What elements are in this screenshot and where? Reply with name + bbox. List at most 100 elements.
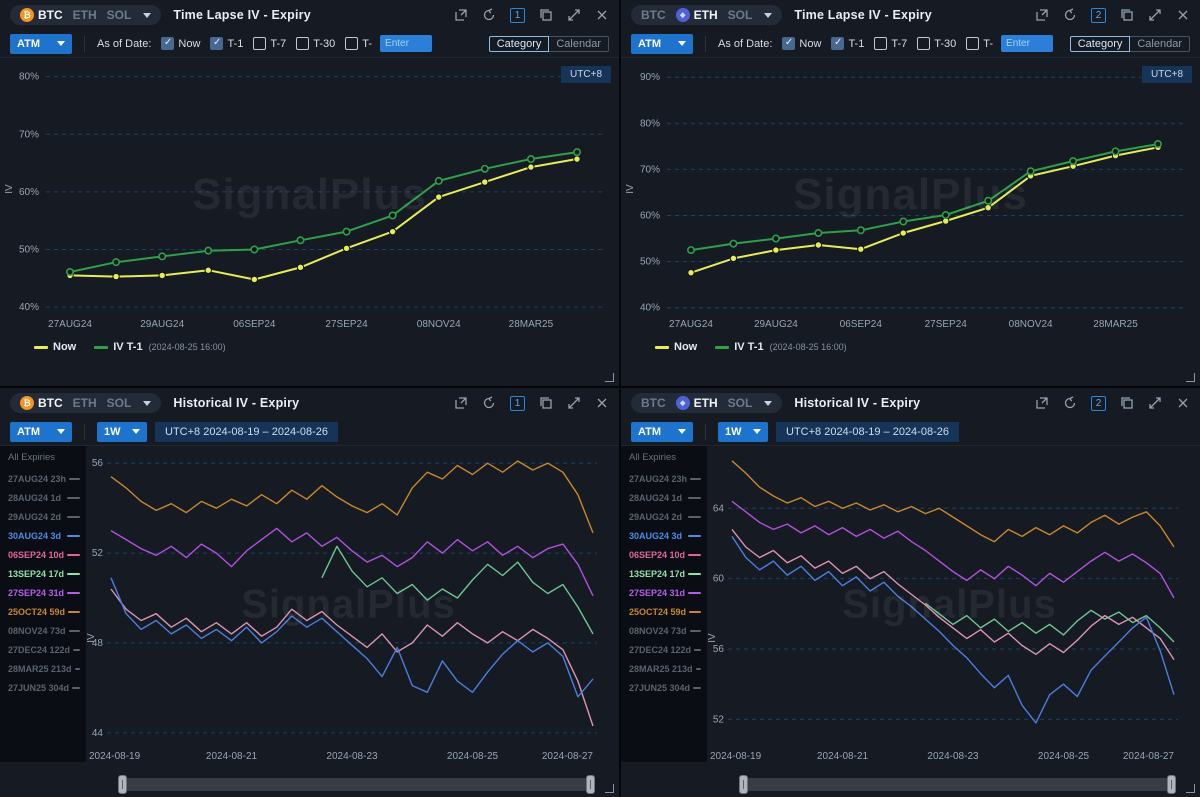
expiry-item[interactable]: 27SEP24 31d — [629, 583, 701, 602]
close-icon[interactable] — [1176, 396, 1190, 410]
expiry-item[interactable]: 13SEP24 17d — [629, 564, 701, 583]
checkbox-icon[interactable] — [253, 37, 267, 50]
tab-eth[interactable]: ◆ ETH — [675, 8, 718, 22]
checkbox-t1[interactable]: T-1 — [210, 37, 243, 50]
expiry-item[interactable]: 27AUG24 23h — [629, 469, 701, 488]
expiry-item[interactable]: 06SEP24 10d — [8, 545, 80, 564]
expiry-item[interactable]: 29AUG24 2d — [629, 507, 701, 526]
checkbox-icon[interactable] — [210, 37, 224, 50]
close-icon[interactable] — [1176, 8, 1190, 22]
refresh-icon[interactable] — [1063, 8, 1077, 22]
expiry-item[interactable]: 27AUG24 23h — [8, 469, 80, 488]
checkbox-t30[interactable]: T-30 — [296, 37, 335, 50]
expiry-item[interactable]: 06SEP24 10d — [629, 545, 701, 564]
strike-select[interactable]: ATM — [10, 421, 72, 442]
chevron-down-icon[interactable] — [143, 12, 152, 18]
resize-handle-icon[interactable] — [605, 784, 614, 793]
chevron-down-icon[interactable] — [764, 400, 773, 406]
resize-handle-icon[interactable] — [1186, 784, 1195, 793]
historical-chart-eth[interactable]: 52 56 60 64 IV 2024-08-19 2024-08-21 2024-08-23… — [707, 446, 1192, 762]
category-toggle[interactable]: Category — [1069, 35, 1131, 52]
range-select[interactable]: 1W — [97, 421, 147, 442]
expiry-item[interactable]: 27DEC24 122d — [8, 640, 80, 659]
calendar-toggle[interactable]: Calendar — [549, 35, 609, 52]
refresh-icon[interactable] — [482, 396, 496, 410]
checkbox-icon[interactable] — [296, 37, 310, 50]
coin-selector[interactable]: ₿ BTC ETH SOL — [10, 5, 162, 25]
tab-eth[interactable]: ETH — [72, 8, 97, 22]
expiry-item[interactable]: 27DEC24 122d — [629, 640, 701, 659]
tab-btc[interactable]: ₿ BTC — [20, 396, 63, 410]
timelapse-chart-btc[interactable]: 40% 50% 60% 70% 80% IV 27AUG24 29AUG24 06SEP24 27… — [0, 58, 619, 330]
strike-select[interactable]: ATM — [631, 421, 693, 442]
expiry-item[interactable]: 25OCT24 59d — [629, 602, 701, 621]
custom-date-input[interactable] — [1001, 35, 1054, 52]
checkbox-icon[interactable] — [345, 37, 359, 50]
tab-sol[interactable]: SOL — [727, 8, 753, 22]
refresh-icon[interactable] — [482, 8, 496, 22]
tab-btc[interactable]: ₿ BTC — [20, 8, 63, 22]
slider-handle-left[interactable] — [118, 775, 127, 794]
expiry-item[interactable]: 28MAR25 213d — [629, 659, 701, 678]
coin-selector[interactable]: ₿ BTC ETH SOL — [10, 393, 162, 413]
strike-select[interactable]: ATM — [10, 33, 72, 54]
legend-item[interactable]: Now — [34, 341, 76, 353]
resize-handle-icon[interactable] — [605, 373, 614, 382]
checkbox-t7[interactable]: T-7 — [253, 37, 286, 50]
open-external-icon[interactable] — [454, 8, 468, 22]
window-number-badge[interactable]: 1 — [510, 7, 525, 23]
custom-date-input[interactable] — [380, 35, 433, 52]
checkbox-t30[interactable]: T-30 — [917, 37, 956, 50]
slider-handle-left[interactable] — [739, 775, 748, 794]
range-select[interactable]: 1W — [718, 421, 768, 442]
close-icon[interactable] — [595, 396, 609, 410]
expiry-item[interactable]: 28AUG24 1d — [629, 488, 701, 507]
expiry-item[interactable]: 29AUG24 2d — [8, 507, 80, 526]
window-number-badge[interactable]: 2 — [1091, 395, 1106, 411]
checkbox-now[interactable]: Now — [161, 37, 200, 50]
calendar-toggle[interactable]: Calendar — [1130, 35, 1190, 52]
open-external-icon[interactable] — [1035, 8, 1049, 22]
timelapse-chart-eth[interactable]: 40% 50% 60% 70% 80% 90% IV 27AUG24 29AUG24 06SEP2… — [621, 58, 1200, 330]
window-number-badge[interactable]: 2 — [1091, 7, 1106, 23]
slider-track[interactable] — [122, 778, 591, 791]
expiry-item[interactable]: 27JUN25 304d — [629, 678, 701, 697]
checkbox-t-custom[interactable]: T- — [345, 37, 372, 50]
slider-handle-right[interactable] — [586, 775, 595, 794]
tab-sol[interactable]: SOL — [727, 396, 753, 410]
checkbox-t7[interactable]: T-7 — [874, 37, 907, 50]
open-external-icon[interactable] — [454, 396, 468, 410]
slider-track[interactable] — [743, 778, 1172, 791]
time-range-slider[interactable] — [118, 775, 595, 794]
checkbox-icon[interactable] — [917, 37, 931, 50]
checkbox-t-custom[interactable]: T- — [966, 37, 993, 50]
checkbox-icon[interactable] — [966, 37, 980, 50]
legend-item[interactable]: IV T-1 (2024-08-25 16:00) — [94, 341, 226, 353]
tab-sol[interactable]: SOL — [106, 8, 132, 22]
strike-select[interactable]: ATM — [631, 33, 693, 54]
expiry-item[interactable]: 28AUG24 1d — [8, 488, 80, 507]
duplicate-icon[interactable] — [539, 8, 553, 22]
legend-item[interactable]: IV T-1 (2024-08-25 16:00) — [715, 341, 847, 353]
chevron-down-icon[interactable] — [143, 400, 152, 406]
expiry-item[interactable]: 28MAR25 213d — [8, 659, 80, 678]
expand-icon[interactable] — [1148, 396, 1162, 410]
tab-btc[interactable]: BTC — [641, 396, 666, 410]
duplicate-icon[interactable] — [1120, 8, 1134, 22]
tab-sol[interactable]: SOL — [106, 396, 132, 410]
slider-handle-right[interactable] — [1167, 775, 1176, 794]
duplicate-icon[interactable] — [1120, 396, 1134, 410]
expiry-item[interactable]: 30AUG24 3d — [8, 526, 80, 545]
expiry-item[interactable]: 27SEP24 31d — [8, 583, 80, 602]
close-icon[interactable] — [595, 8, 609, 22]
checkbox-now[interactable]: Now — [782, 37, 821, 50]
open-external-icon[interactable] — [1035, 396, 1049, 410]
expiry-item[interactable]: 08NOV24 73d — [629, 621, 701, 640]
checkbox-icon[interactable] — [161, 37, 175, 50]
duplicate-icon[interactable] — [539, 396, 553, 410]
checkbox-t1[interactable]: T-1 — [831, 37, 864, 50]
tab-btc[interactable]: BTC — [641, 8, 666, 22]
expand-icon[interactable] — [567, 8, 581, 22]
category-toggle[interactable]: Category — [488, 35, 550, 52]
coin-selector[interactable]: BTC ◆ ETH SOL — [631, 5, 783, 25]
